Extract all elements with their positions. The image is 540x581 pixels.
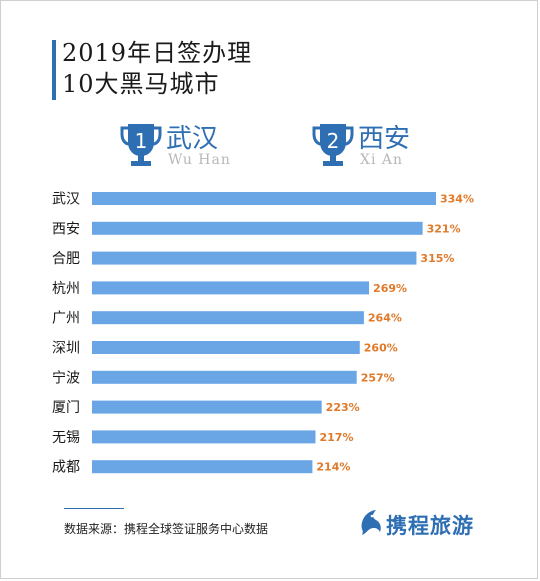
bar-chart: 武汉 334% 西安 321% 合肥 315% 杭州 269% 广州 264% 深圳 260% 宁波 25… — [52, 192, 474, 476]
value-label: 315% — [420, 252, 454, 265]
value-label: 214% — [316, 461, 350, 474]
category-label: 武汉 — [52, 192, 80, 208]
rank-city-cn: 武汉 — [166, 124, 219, 154]
value-label: 264% — [368, 312, 402, 325]
title-accent-bar — [52, 40, 56, 100]
rank-city-en: Xi An — [360, 152, 404, 168]
data-source: 数据来源：携程全球签证服务中心数据 — [64, 522, 269, 536]
brand-name: 携程旅游 — [386, 514, 474, 538]
value-label: 334% — [440, 193, 474, 206]
category-label: 合肥 — [52, 251, 80, 267]
value-label: 260% — [364, 342, 398, 355]
rank-number: 2 — [327, 129, 340, 153]
source-divider — [64, 508, 124, 509]
category-label: 成都 — [52, 460, 80, 476]
page-title: 2019年日签办理 10大黑马城市 — [62, 38, 252, 100]
category-label: 杭州 — [52, 281, 80, 297]
trophy-icon: 1 — [120, 124, 162, 166]
bar — [92, 251, 417, 265]
title-line-1: 2019年日签办理 — [62, 39, 253, 67]
bar — [92, 341, 360, 354]
category-label: 广州 — [52, 311, 80, 327]
rank-number: 1 — [135, 129, 148, 153]
bar — [92, 281, 370, 295]
category-label: 无锡 — [52, 430, 80, 446]
bar — [92, 460, 313, 474]
value-label: 269% — [373, 282, 407, 295]
dolphin-icon — [361, 510, 381, 535]
value-label: 257% — [361, 371, 395, 384]
value-label: 321% — [427, 222, 461, 235]
value-label: 223% — [326, 401, 360, 414]
value-label: 217% — [319, 431, 353, 444]
category-label: 宁波 — [52, 369, 80, 386]
bar — [92, 192, 436, 205]
category-label: 深圳 — [52, 341, 80, 357]
rank-city-cn: 西安 — [358, 124, 411, 154]
bar — [92, 370, 357, 384]
title-line-2: 10大黑马城市 — [62, 70, 220, 98]
category-label: 西安 — [52, 221, 80, 237]
rank-city-en: Wu Han — [168, 152, 231, 168]
trophy-icon: 2 — [312, 124, 354, 166]
bar — [92, 311, 364, 325]
category-label: 厦门 — [52, 400, 80, 416]
bar — [92, 221, 423, 235]
bar — [92, 400, 322, 414]
bar — [92, 430, 316, 444]
